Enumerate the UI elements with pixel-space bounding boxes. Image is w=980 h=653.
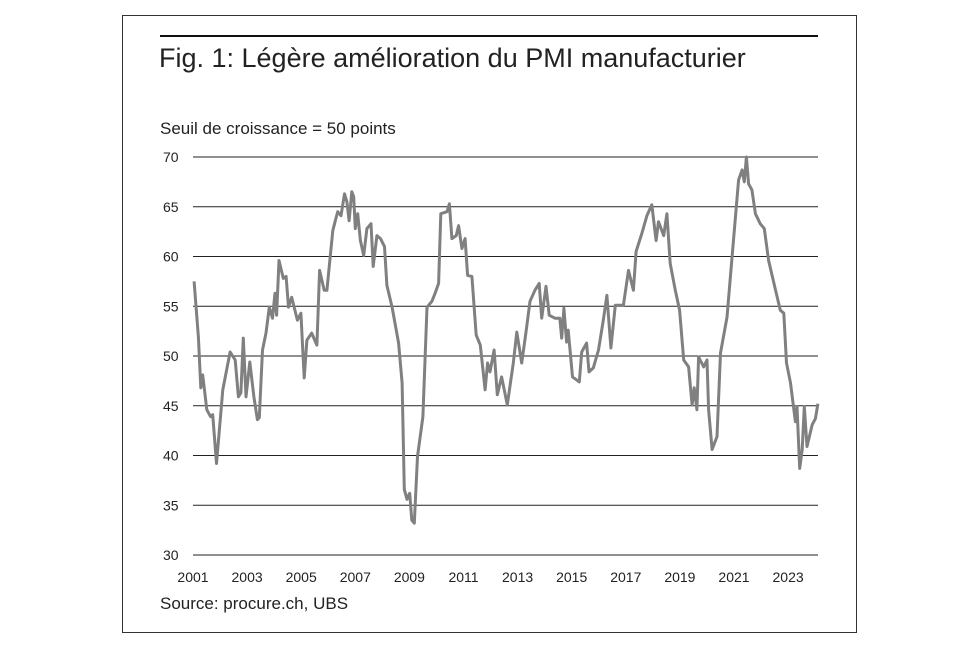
x-tick-label: 2019 <box>664 569 695 585</box>
y-tick-label: 30 <box>163 547 179 563</box>
x-tick-label: 2003 <box>232 569 263 585</box>
y-tick-label: 55 <box>163 298 179 314</box>
x-tick-label: 2015 <box>556 569 587 585</box>
x-tick-label: 2001 <box>177 569 208 585</box>
y-tick-label: 70 <box>163 149 179 165</box>
chart-title: Fig. 1: Légère amélioration du PMI manuf… <box>159 43 746 73</box>
figure-frame <box>122 15 857 633</box>
x-tick-label: 2011 <box>448 569 478 585</box>
x-tick-label: 2017 <box>610 569 641 585</box>
x-tick-label: 2021 <box>718 569 749 585</box>
title-rule <box>160 35 818 37</box>
y-tick-label: 65 <box>163 199 179 215</box>
y-tick-label: 60 <box>163 249 179 265</box>
x-tick-label: 2009 <box>394 569 425 585</box>
x-tick-label: 2023 <box>773 569 804 585</box>
y-tick-label: 50 <box>163 348 179 364</box>
chart-subtitle: Seuil de croissance = 50 points <box>160 119 396 138</box>
x-tick-label: 2007 <box>340 569 371 585</box>
y-tick-label: 35 <box>163 497 179 513</box>
y-tick-label: 45 <box>163 398 179 414</box>
x-tick-label: 2013 <box>502 569 533 585</box>
chart-source: Source: procure.ch, UBS <box>160 594 349 613</box>
series-line-pmi <box>192 155 820 525</box>
x-tick-label: 2005 <box>286 569 317 585</box>
y-tick-label: 40 <box>163 448 179 464</box>
